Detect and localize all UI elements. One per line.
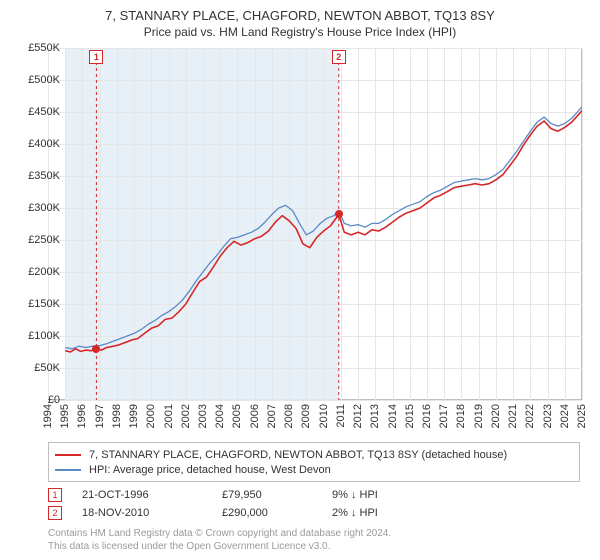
sale-date: 21-OCT-1996 (82, 489, 222, 501)
sale-price: £79,950 (222, 489, 332, 501)
table-row: 1 21-OCT-1996 £79,950 9% ↓ HPI (48, 486, 580, 504)
chart-area: 12 (48, 48, 582, 400)
sales-table: 1 21-OCT-1996 £79,950 9% ↓ HPI 2 18-NOV-… (48, 486, 580, 522)
legend-swatch (55, 454, 81, 456)
title-block: 7, STANNARY PLACE, CHAGFORD, NEWTON ABBO… (0, 0, 600, 39)
sale-price: £290,000 (222, 507, 332, 519)
sale-index-box: 2 (48, 506, 62, 520)
table-row: 2 18-NOV-2010 £290,000 2% ↓ HPI (48, 504, 580, 522)
sale-date: 18-NOV-2010 (82, 507, 222, 519)
sale-diff: 2% ↓ HPI (332, 507, 580, 519)
legend-item: HPI: Average price, detached house, West… (55, 462, 573, 477)
legend-item: 7, STANNARY PLACE, CHAGFORD, NEWTON ABBO… (55, 447, 573, 462)
legend-label: HPI: Average price, detached house, West… (89, 464, 331, 476)
chart-title: 7, STANNARY PLACE, CHAGFORD, NEWTON ABBO… (0, 8, 600, 23)
legend-label: 7, STANNARY PLACE, CHAGFORD, NEWTON ABBO… (89, 449, 507, 461)
sale-index-box: 1 (48, 488, 62, 502)
chart-container: 7, STANNARY PLACE, CHAGFORD, NEWTON ABBO… (0, 0, 600, 560)
legend-swatch (55, 469, 81, 471)
footnote-line: Contains HM Land Registry data © Crown c… (48, 528, 580, 541)
chart-lines (48, 48, 582, 400)
footnote-line: This data is licensed under the Open Gov… (48, 541, 580, 554)
sale-diff: 9% ↓ HPI (332, 489, 580, 501)
legend: 7, STANNARY PLACE, CHAGFORD, NEWTON ABBO… (48, 442, 580, 482)
footnote: Contains HM Land Registry data © Crown c… (48, 528, 580, 553)
chart-subtitle: Price paid vs. HM Land Registry's House … (0, 25, 600, 39)
